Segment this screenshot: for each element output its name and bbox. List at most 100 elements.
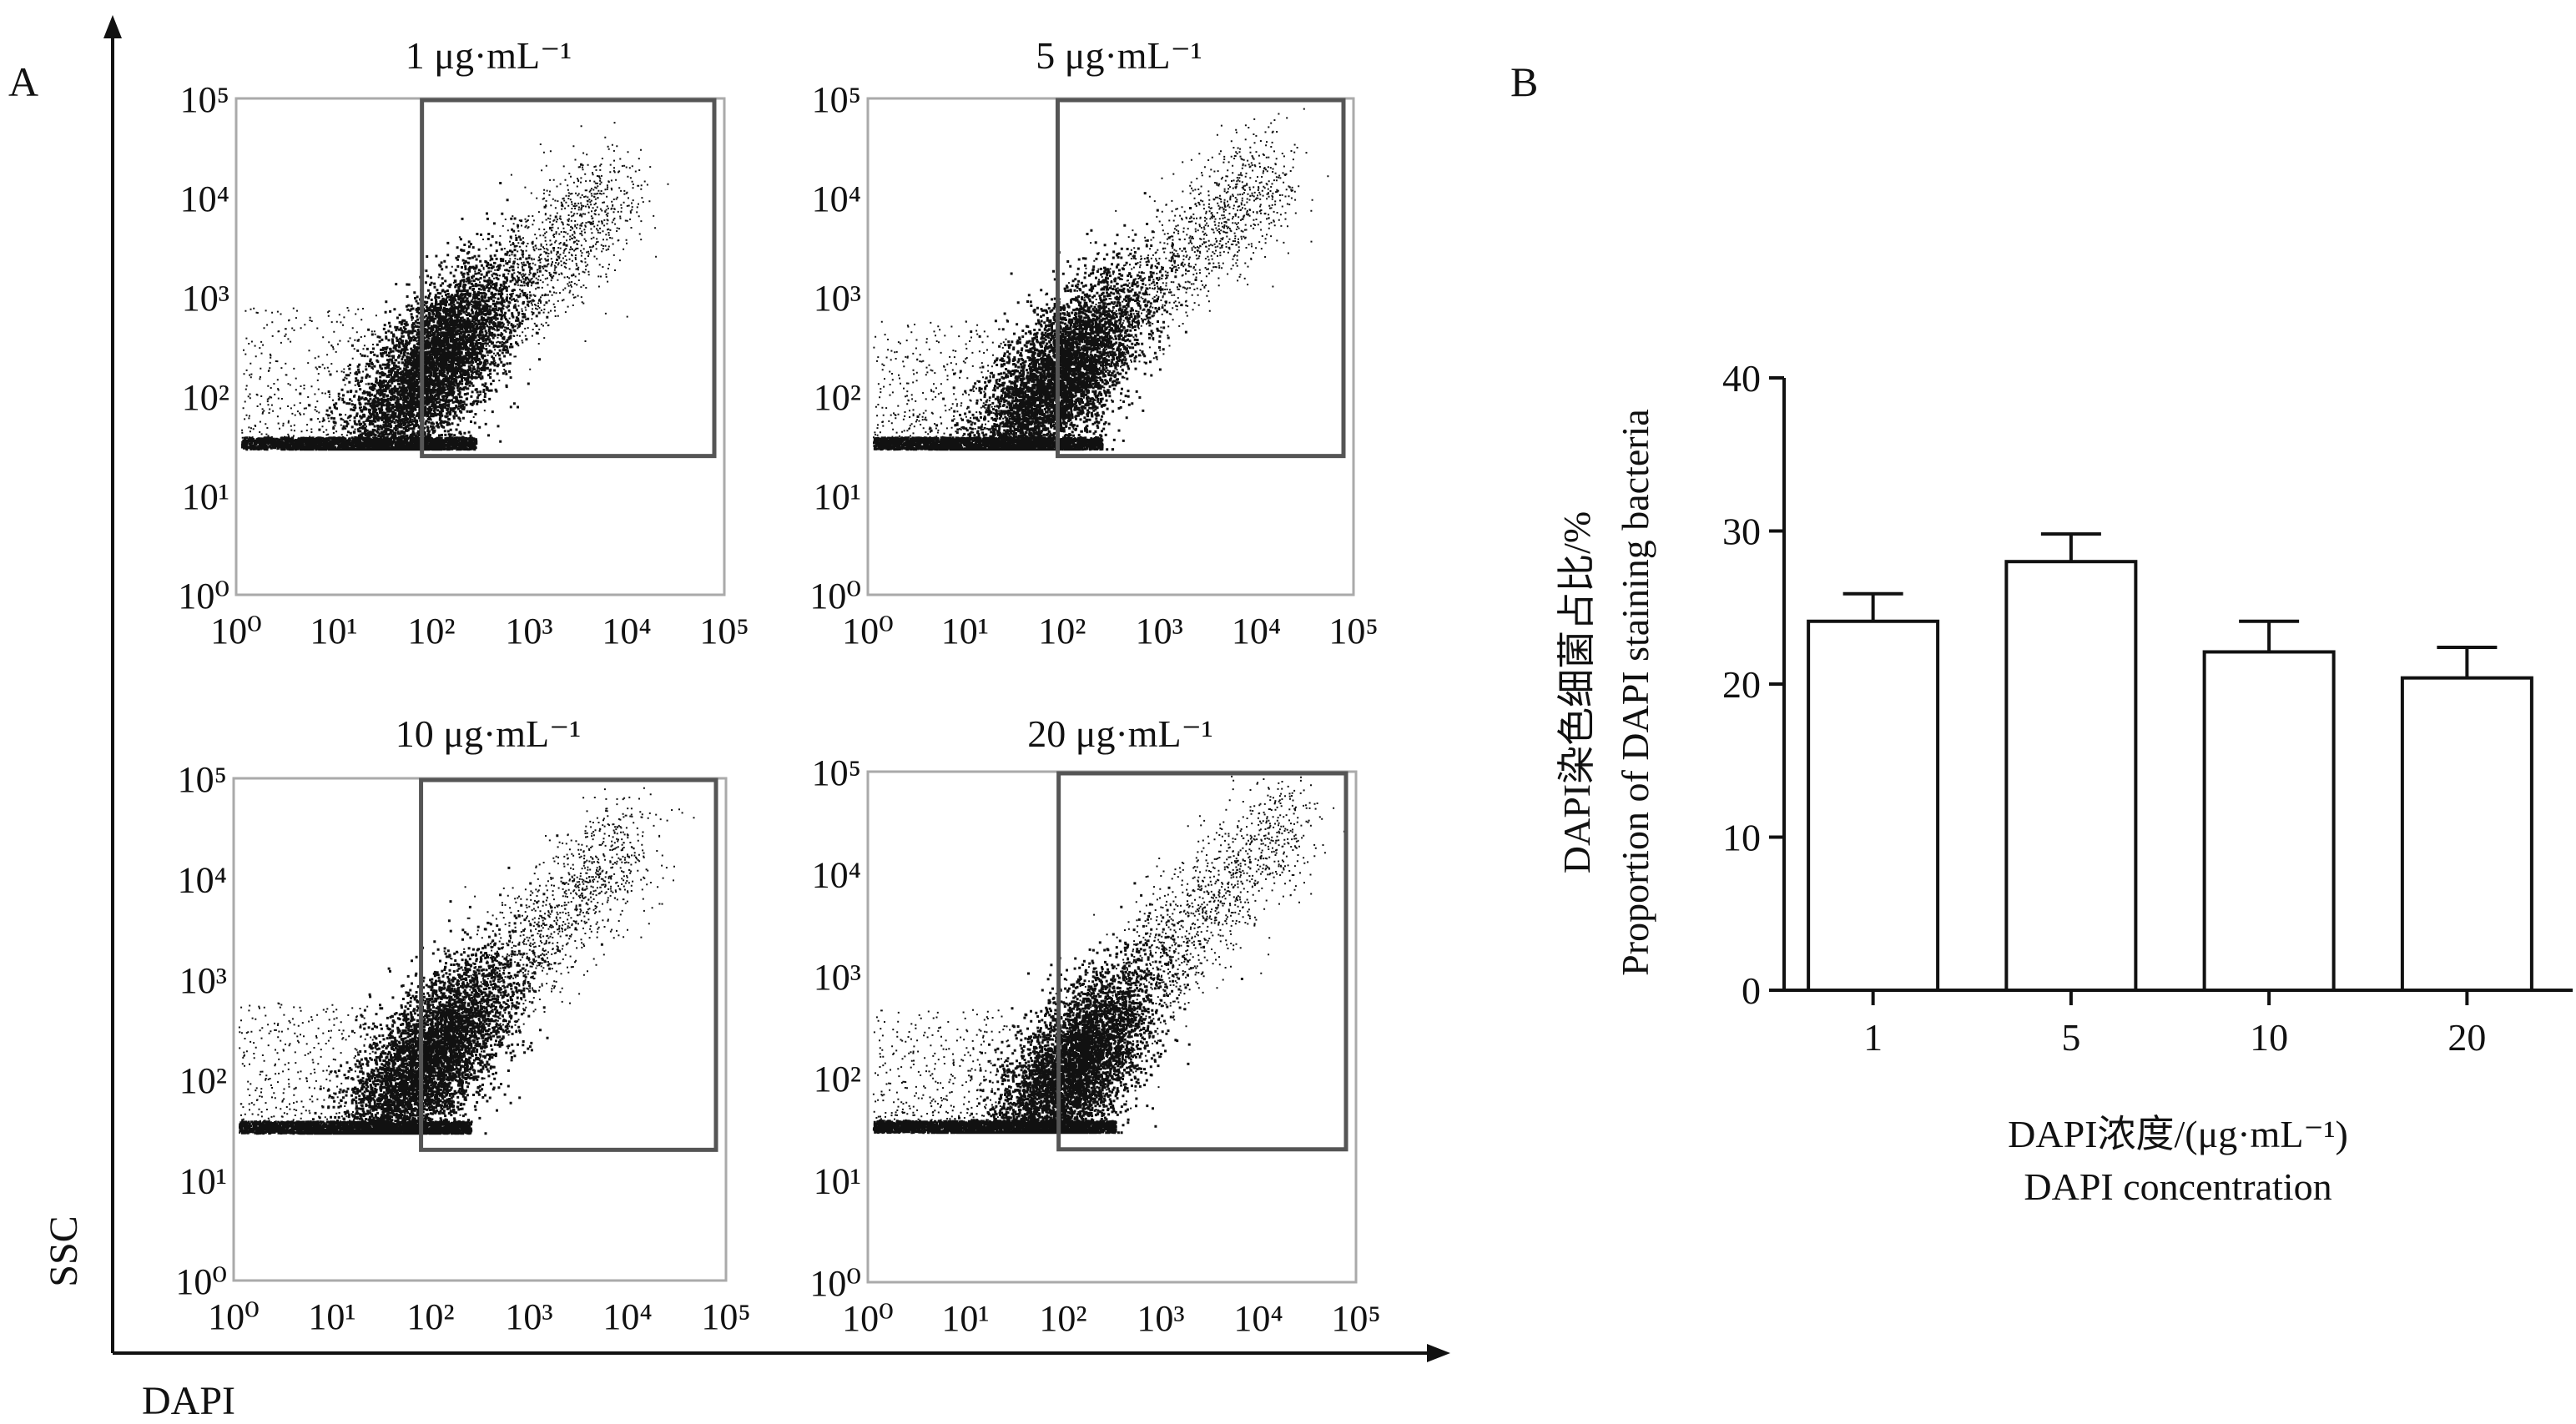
y-tick-label: 10⁰ (175, 1261, 227, 1302)
bar-x-label-cn: DAPI浓度/(μg·mL⁻¹) (2008, 1113, 2348, 1155)
scatter-title: 20 μg·mL⁻¹ (1027, 712, 1212, 755)
x-tick-label: 10⁵ (699, 611, 749, 652)
x-tick-label: 10¹ (941, 611, 989, 652)
scatter-points (240, 122, 669, 451)
y-tick-label: 10² (182, 377, 229, 418)
bars (1807, 560, 2533, 993)
bar (1807, 619, 1940, 992)
y-tick-label: 10⁴ (812, 179, 861, 219)
scatter-cloud (238, 787, 695, 1135)
scatter-points (238, 787, 695, 1135)
x-tick-label: 10⁵ (1328, 611, 1378, 652)
gate-rect (1055, 98, 1346, 459)
y-tick-labels: 10⁰ 10¹ 10² 10³ 10⁴ 10⁵ (178, 79, 229, 616)
bar-y-tick-label: 10 (1722, 817, 1761, 859)
y-tick-label: 10⁴ (812, 854, 861, 895)
x-tick-label: 10⁴ (1232, 611, 1281, 652)
y-tick-labels: 10⁰ 10¹ 10² 10³ 10⁴ 10⁵ (809, 752, 861, 1304)
panel-a-shared-axes (103, 15, 1450, 1362)
y-tick-label: 10² (814, 377, 861, 418)
y-tick-label: 10⁴ (180, 179, 229, 219)
panel-b-letter: B (1510, 58, 1538, 105)
x-tick-label: 10⁴ (602, 611, 651, 652)
bar-y-tick-label: 20 (1722, 663, 1761, 706)
y-tick-label: 10⁵ (178, 759, 227, 800)
x-tick-label: 10² (1039, 1298, 1086, 1339)
bar-y-tick-label: 30 (1722, 511, 1761, 553)
bar-y-tick-label: 0 (1742, 969, 1761, 1012)
x-tick-label: 10³ (1137, 1298, 1184, 1339)
error-bars (1843, 532, 2498, 678)
y-tick-label: 10⁰ (809, 1263, 861, 1304)
bar-y-axis: 0 10 20 30 40 (1722, 357, 1786, 1012)
x-tick-label: 10³ (505, 611, 552, 652)
y-tick-label: 10⁵ (812, 752, 861, 793)
bar-y-tick-label: 40 (1722, 357, 1761, 400)
x-tick-label: 10¹ (310, 611, 357, 652)
bar-category-label: 20 (2447, 1016, 2486, 1059)
bar (2400, 676, 2533, 992)
shared-x-axis-arrow (1427, 1344, 1450, 1362)
scatter-cloud (872, 773, 1345, 1135)
y-tick-label: 10² (814, 1059, 861, 1099)
y-tick-labels: 10⁰ 10¹ 10² 10³ 10⁴ 10⁵ (175, 759, 227, 1302)
x-tick-label: 10⁴ (602, 1296, 652, 1337)
x-tick-label: 10⁰ (842, 1298, 894, 1339)
y-tick-label: 10⁰ (178, 576, 229, 616)
x-tick-label: 10⁴ (1233, 1298, 1283, 1339)
y-tick-label: 10³ (182, 278, 229, 319)
bar-category-label: 1 (1863, 1016, 1883, 1059)
y-tick-label: 10³ (814, 278, 861, 319)
scatter-title: 5 μg·mL⁻¹ (1036, 34, 1202, 77)
scatter-title: 1 μg·mL⁻¹ (406, 34, 572, 77)
scatter-cloud (873, 108, 1329, 451)
gate-rect (419, 777, 718, 1152)
bar (2202, 650, 2336, 993)
x-tick-labels: 10⁰ 10¹ 10² 10³ 10⁴ 10⁵ (210, 611, 749, 652)
bar-x-axis (1784, 989, 2573, 1005)
y-tick-label: 10³ (814, 957, 861, 998)
x-tick-label: 10⁰ (210, 611, 262, 652)
scatter-cloud (240, 122, 669, 451)
bar-chart: 0 10 20 30 40 1 5 10 20 DAPI染色细菌占比/% Proportion… (1555, 357, 2573, 1208)
y-tick-label: 10¹ (182, 476, 229, 517)
bar-x-label-en: DAPI concentration (2024, 1165, 2332, 1208)
bar (2004, 560, 2138, 992)
y-tick-label: 10³ (179, 960, 227, 1001)
x-tick-label: 10¹ (308, 1296, 355, 1337)
x-tick-label: 10² (407, 611, 455, 652)
x-tick-label: 10³ (505, 1296, 552, 1337)
x-tick-label: 10² (406, 1296, 454, 1337)
y-tick-label: 10⁴ (178, 859, 227, 900)
y-tick-label: 10⁵ (812, 79, 861, 120)
x-tick-label: 10⁰ (842, 611, 894, 652)
bar-category-label: 5 (2061, 1016, 2080, 1059)
y-tick-label: 10⁰ (809, 576, 861, 616)
bar-category-labels: 1 5 10 20 (1863, 1016, 2486, 1059)
y-tick-label: 10⁵ (180, 79, 229, 120)
y-tick-labels: 10⁰ 10¹ 10² 10³ 10⁴ 10⁵ (809, 79, 861, 616)
gate-rect (420, 98, 717, 459)
x-tick-label: 10³ (1136, 611, 1183, 652)
scatter-title: 10 μg·mL⁻¹ (396, 712, 581, 755)
shared-y-label: SSC (42, 1215, 86, 1286)
x-tick-label: 10⁵ (701, 1296, 750, 1337)
y-tick-label: 10¹ (814, 476, 861, 517)
x-tick-labels: 10⁰ 10¹ 10² 10³ 10⁴ 10⁵ (208, 1296, 750, 1337)
bar-y-label-cn: DAPI染色细菌占比/% (1555, 511, 1598, 873)
x-tick-label: 10¹ (941, 1298, 989, 1339)
x-tick-label: 10⁰ (208, 1296, 260, 1337)
y-tick-label: 10¹ (179, 1161, 227, 1202)
bar-category-label: 10 (2250, 1016, 2288, 1059)
panel-a-letter: A (8, 58, 38, 105)
y-tick-label: 10² (179, 1060, 227, 1101)
scatter-points (872, 773, 1345, 1135)
bar-y-label-en: Proportion of DAPI staining bacteria (1614, 409, 1656, 976)
scatter-points (873, 108, 1329, 451)
x-tick-label: 10² (1038, 611, 1086, 652)
